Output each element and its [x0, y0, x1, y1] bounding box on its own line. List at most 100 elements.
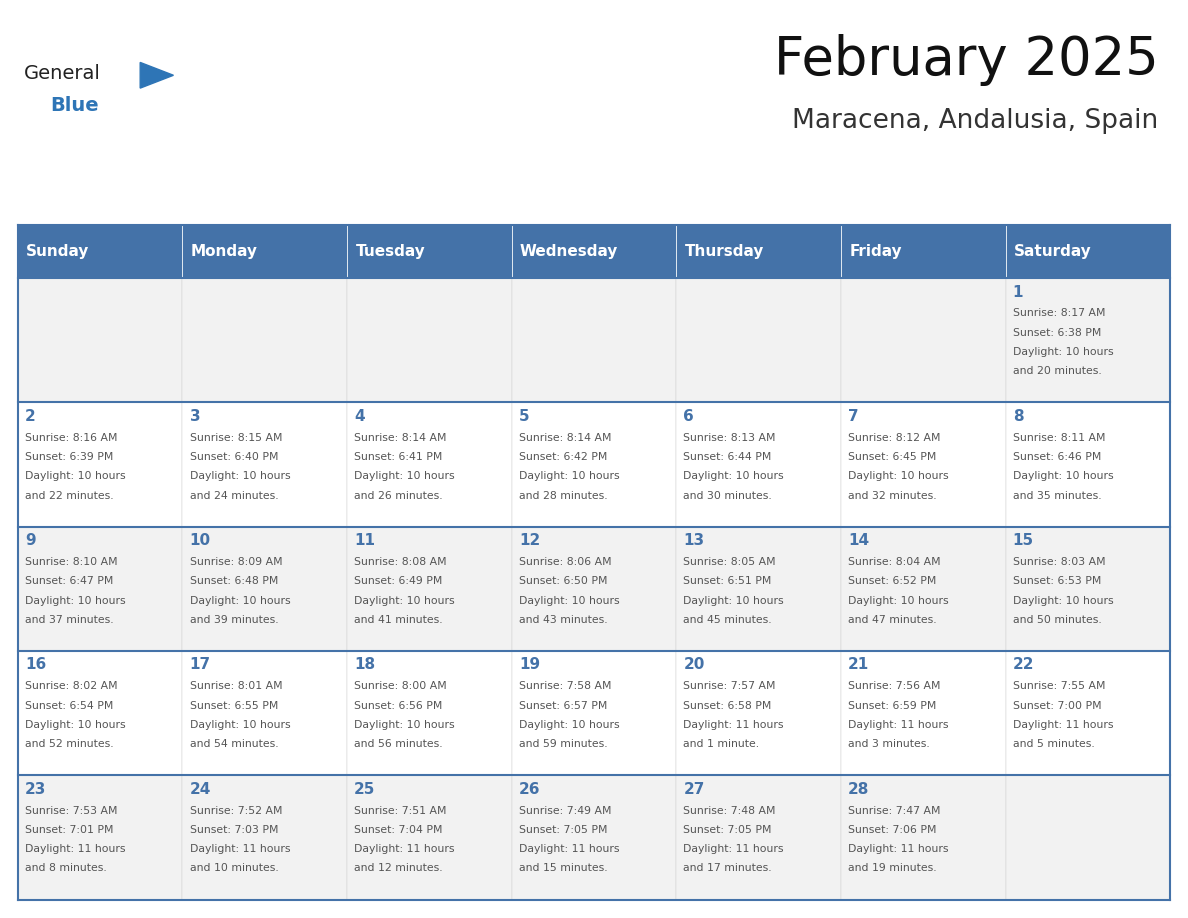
Text: 19: 19: [519, 657, 539, 673]
Bar: [183, 776, 347, 900]
Text: Sunrise: 8:17 AM: Sunrise: 8:17 AM: [1012, 308, 1105, 319]
Text: Sunrise: 8:14 AM: Sunrise: 8:14 AM: [354, 432, 447, 442]
Bar: [1005, 402, 1170, 527]
Text: Sunrise: 8:00 AM: Sunrise: 8:00 AM: [354, 681, 447, 691]
Text: 10: 10: [190, 533, 210, 548]
Text: Sunrise: 7:56 AM: Sunrise: 7:56 AM: [848, 681, 941, 691]
Text: General: General: [24, 63, 101, 83]
Text: Sunrise: 7:52 AM: Sunrise: 7:52 AM: [190, 806, 282, 815]
Text: and 56 minutes.: and 56 minutes.: [354, 739, 443, 749]
Text: Daylight: 11 hours: Daylight: 11 hours: [1012, 720, 1113, 730]
Text: Wednesday: Wednesday: [520, 244, 619, 259]
Text: Sunset: 6:56 PM: Sunset: 6:56 PM: [354, 700, 443, 711]
Text: Sunrise: 7:49 AM: Sunrise: 7:49 AM: [519, 806, 612, 815]
Text: Sunrise: 8:09 AM: Sunrise: 8:09 AM: [190, 557, 283, 567]
Text: 14: 14: [848, 533, 870, 548]
Text: and 1 minute.: and 1 minute.: [683, 739, 759, 749]
Text: Sunset: 7:03 PM: Sunset: 7:03 PM: [190, 825, 278, 834]
Bar: [1005, 225, 1170, 278]
Text: and 24 minutes.: and 24 minutes.: [190, 490, 278, 500]
Text: Sunrise: 7:51 AM: Sunrise: 7:51 AM: [354, 806, 447, 815]
Text: 28: 28: [848, 782, 870, 797]
Text: Sunrise: 8:11 AM: Sunrise: 8:11 AM: [1012, 432, 1105, 442]
Text: 23: 23: [25, 782, 46, 797]
Text: 1: 1: [1012, 285, 1023, 299]
Bar: [347, 651, 512, 776]
Bar: [183, 278, 347, 402]
Bar: [676, 402, 841, 527]
Text: and 19 minutes.: and 19 minutes.: [848, 864, 936, 873]
Text: Sunset: 6:57 PM: Sunset: 6:57 PM: [519, 700, 607, 711]
Text: and 17 minutes.: and 17 minutes.: [683, 864, 772, 873]
Text: Daylight: 10 hours: Daylight: 10 hours: [1012, 347, 1113, 357]
Text: Sunrise: 8:16 AM: Sunrise: 8:16 AM: [25, 432, 118, 442]
Text: 25: 25: [354, 782, 375, 797]
Text: 17: 17: [190, 657, 210, 673]
Text: Sunset: 6:52 PM: Sunset: 6:52 PM: [848, 577, 936, 587]
Text: and 41 minutes.: and 41 minutes.: [354, 615, 443, 625]
Text: Sunset: 6:50 PM: Sunset: 6:50 PM: [519, 577, 607, 587]
Text: Sunrise: 8:05 AM: Sunrise: 8:05 AM: [683, 557, 776, 567]
Bar: [512, 776, 676, 900]
Text: 21: 21: [848, 657, 870, 673]
Text: Blue: Blue: [50, 95, 99, 115]
Text: and 45 minutes.: and 45 minutes.: [683, 615, 772, 625]
Text: Sunday: Sunday: [26, 244, 89, 259]
Text: and 12 minutes.: and 12 minutes.: [354, 864, 443, 873]
Text: Sunset: 6:40 PM: Sunset: 6:40 PM: [190, 452, 278, 462]
Text: 26: 26: [519, 782, 541, 797]
Text: and 10 minutes.: and 10 minutes.: [190, 864, 278, 873]
Text: Daylight: 10 hours: Daylight: 10 hours: [519, 720, 619, 730]
Text: Sunrise: 7:53 AM: Sunrise: 7:53 AM: [25, 806, 118, 815]
Bar: [183, 402, 347, 527]
Bar: [676, 651, 841, 776]
Bar: [676, 225, 841, 278]
Text: Sunrise: 7:55 AM: Sunrise: 7:55 AM: [1012, 681, 1105, 691]
Text: Daylight: 10 hours: Daylight: 10 hours: [1012, 471, 1113, 481]
Bar: [18, 527, 183, 651]
Text: Thursday: Thursday: [684, 244, 764, 259]
Text: Daylight: 11 hours: Daylight: 11 hours: [683, 720, 784, 730]
Text: 7: 7: [848, 409, 859, 424]
Text: Sunset: 6:51 PM: Sunset: 6:51 PM: [683, 577, 772, 587]
Bar: [183, 651, 347, 776]
Text: and 47 minutes.: and 47 minutes.: [848, 615, 936, 625]
Text: Daylight: 11 hours: Daylight: 11 hours: [25, 845, 126, 854]
Text: Daylight: 10 hours: Daylight: 10 hours: [25, 720, 126, 730]
Text: 12: 12: [519, 533, 541, 548]
Text: 8: 8: [1012, 409, 1023, 424]
Text: Maracena, Andalusia, Spain: Maracena, Andalusia, Spain: [792, 108, 1158, 134]
Polygon shape: [140, 62, 173, 88]
Text: Sunset: 7:06 PM: Sunset: 7:06 PM: [848, 825, 936, 834]
Text: and 52 minutes.: and 52 minutes.: [25, 739, 114, 749]
Text: and 30 minutes.: and 30 minutes.: [683, 490, 772, 500]
Text: Sunrise: 8:01 AM: Sunrise: 8:01 AM: [190, 681, 283, 691]
Text: Sunrise: 7:47 AM: Sunrise: 7:47 AM: [848, 806, 941, 815]
Text: 13: 13: [683, 533, 704, 548]
Text: and 5 minutes.: and 5 minutes.: [1012, 739, 1094, 749]
Text: and 54 minutes.: and 54 minutes.: [190, 739, 278, 749]
Text: Sunset: 6:46 PM: Sunset: 6:46 PM: [1012, 452, 1101, 462]
Text: and 3 minutes.: and 3 minutes.: [848, 739, 930, 749]
Text: Sunset: 7:00 PM: Sunset: 7:00 PM: [1012, 700, 1101, 711]
Text: Daylight: 10 hours: Daylight: 10 hours: [354, 596, 455, 606]
Text: Sunrise: 8:02 AM: Sunrise: 8:02 AM: [25, 681, 118, 691]
Text: Daylight: 11 hours: Daylight: 11 hours: [683, 845, 784, 854]
Bar: [841, 776, 1005, 900]
Text: February 2025: February 2025: [773, 34, 1158, 85]
Bar: [347, 402, 512, 527]
Text: Sunset: 6:39 PM: Sunset: 6:39 PM: [25, 452, 113, 462]
Text: Sunrise: 8:10 AM: Sunrise: 8:10 AM: [25, 557, 118, 567]
Bar: [1005, 527, 1170, 651]
Text: Sunset: 7:05 PM: Sunset: 7:05 PM: [519, 825, 607, 834]
Bar: [18, 651, 183, 776]
Text: Sunset: 6:49 PM: Sunset: 6:49 PM: [354, 577, 443, 587]
Text: and 28 minutes.: and 28 minutes.: [519, 490, 607, 500]
Bar: [18, 225, 183, 278]
Text: Daylight: 11 hours: Daylight: 11 hours: [848, 845, 948, 854]
Bar: [347, 527, 512, 651]
Bar: [841, 402, 1005, 527]
Text: Sunset: 6:47 PM: Sunset: 6:47 PM: [25, 577, 113, 587]
Bar: [18, 776, 183, 900]
Bar: [183, 527, 347, 651]
